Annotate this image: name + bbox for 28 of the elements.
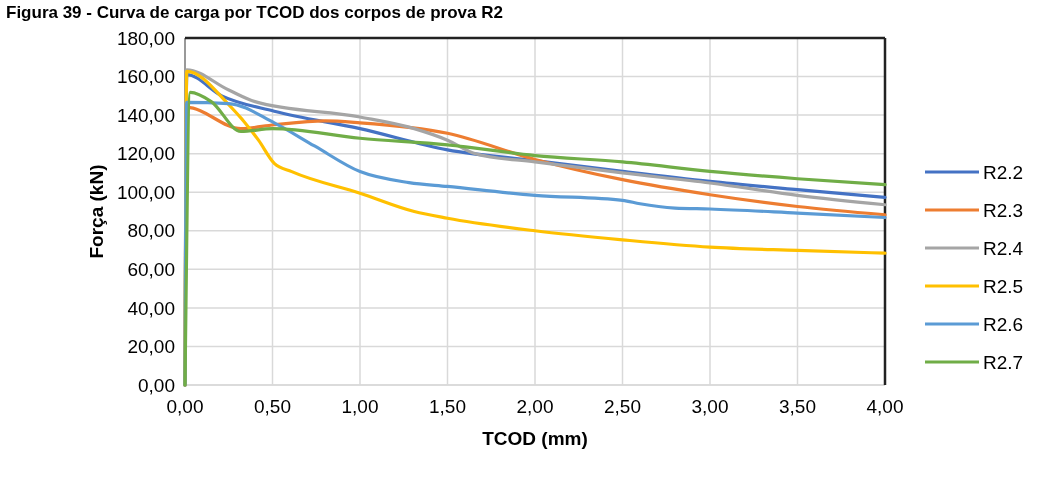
y-tick-label: 160,00 [116,66,175,88]
y-tick-label: 60,00 [127,258,175,280]
x-tick-label: 0,00 [166,396,204,417]
legend-label: R2.4 [983,237,1024,259]
x-tick-label: 3,00 [691,396,729,417]
y-tick-label: 20,00 [127,336,175,358]
y-tick-label: 120,00 [116,143,175,165]
x-tick-label: 1,50 [429,396,466,417]
y-tick-label: 100,00 [116,181,175,203]
legend-label: R2.3 [983,199,1024,221]
y-tick-label: 180,00 [116,27,175,49]
chart-title: Figura 39 - Curva de carga por TCOD dos corpos de prova R2 [6,3,503,22]
legend-label: R2.7 [983,351,1024,373]
y-tick-label: 80,00 [127,220,175,242]
y-axis-title: Força (kN) [86,164,107,259]
x-tick-label: 2,50 [604,396,641,417]
x-tick-label: 3,50 [779,396,816,417]
x-tick-label: 0,50 [254,396,291,417]
x-tick-label: 1,00 [341,396,379,417]
x-tick-label: 2,00 [516,396,554,417]
y-tick-label: 140,00 [116,104,175,126]
x-tick-label: 4,00 [866,396,904,417]
legend-label: R2.2 [983,161,1024,183]
legend-label: R2.6 [983,313,1024,335]
y-tick-label: 40,00 [127,297,175,319]
x-axis-title: TCOD (mm) [482,428,588,449]
legend-label: R2.5 [983,275,1024,297]
y-tick-label: 0,00 [138,374,175,396]
